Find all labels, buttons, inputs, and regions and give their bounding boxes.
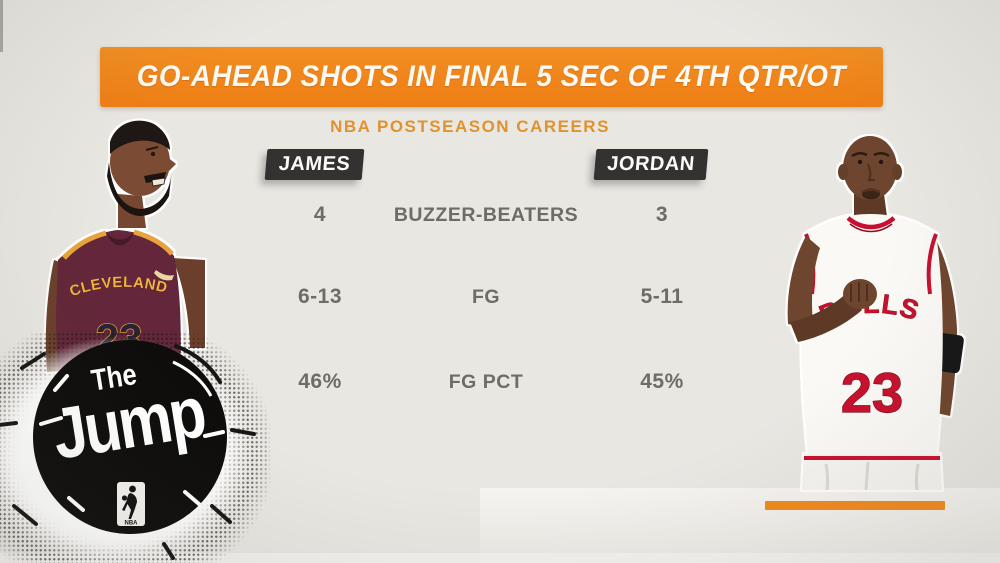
stat-row-buzzer-beaters: 4 BUZZER-BEATERS 3 <box>0 202 1000 228</box>
lebron-head <box>107 120 176 216</box>
stat-label: FG <box>471 286 501 308</box>
video-edge-artifact <box>0 0 3 52</box>
jordan-body: BULLS 23 <box>787 194 964 490</box>
jordan-value: 3 <box>655 203 669 226</box>
james-name-badge: JAMES <box>264 149 365 180</box>
nike-swoosh-icon <box>154 270 174 281</box>
floor-highlight-band <box>480 488 1000 563</box>
jordan-jersey-number: 23 <box>841 361 903 424</box>
basketball-seam-dashes <box>0 344 256 560</box>
james-value: 46% <box>298 370 342 393</box>
jordan-head <box>838 136 902 200</box>
nba-logo-icon: NBA <box>117 482 145 526</box>
bottom-light-strip <box>0 553 1000 563</box>
jordan-value: 5-11 <box>640 285 684 308</box>
stat-label: BUZZER-BEATERS <box>393 204 579 226</box>
headline-banner: GO-AHEAD SHOTS IN FINAL 5 SEC OF 4TH QTR… <box>100 47 883 107</box>
the-jump-logo: The Jump NBA <box>33 340 227 534</box>
stat-row-fg: 6-13 FG 5-11 <box>0 284 1000 310</box>
headline-title: GO-AHEAD SHOTS IN FINAL 5 SEC OF 4TH QTR… <box>136 60 847 93</box>
stat-label: FG PCT <box>448 371 524 393</box>
svg-text:NBA: NBA <box>125 521 139 527</box>
orange-accent-bar <box>765 501 945 510</box>
jordan-name-badge: JORDAN <box>593 149 709 180</box>
logo-inner-dashes <box>39 360 225 512</box>
michael-jordan-photo: BULLS 23 <box>787 136 964 490</box>
jordan-value: 45% <box>640 370 684 393</box>
subtitle-text: NBA POSTSEASON CAREERS <box>330 117 610 136</box>
james-value: 4 <box>313 203 327 226</box>
stat-row-fg-pct: 46% FG PCT 45% <box>0 369 1000 395</box>
james-value: 6-13 <box>297 285 343 308</box>
